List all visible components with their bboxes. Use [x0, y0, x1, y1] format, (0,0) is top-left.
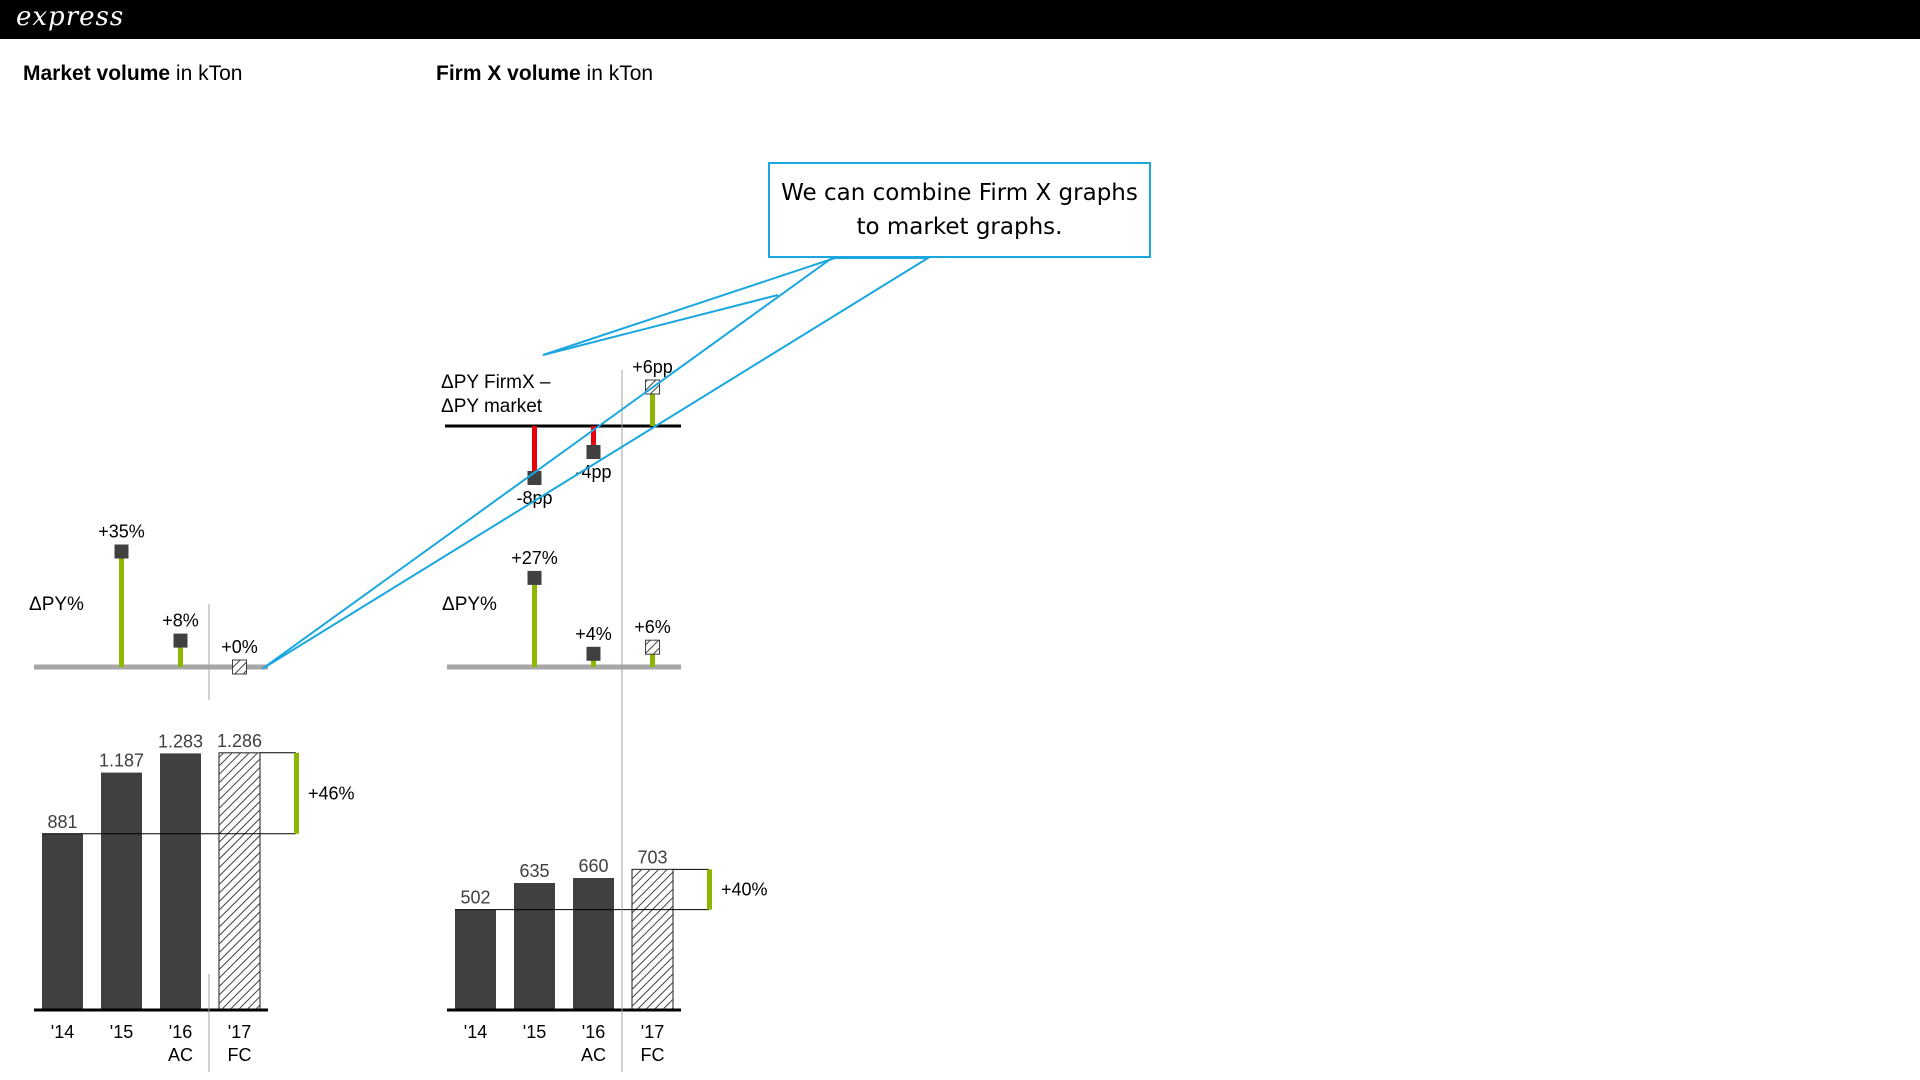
- bar-value-label-1: 635: [519, 861, 549, 881]
- bar-2: [573, 878, 614, 1010]
- scenario-label-2: AC: [581, 1045, 606, 1065]
- bar-2: [160, 753, 201, 1010]
- delta-py-value-1: +4%: [575, 624, 612, 644]
- variance-bar: [294, 752, 299, 834]
- delta-py-pin-0: [532, 577, 537, 667]
- delta-market-pin-2: [650, 387, 655, 426]
- bar-value-label-2: 1.283: [158, 731, 203, 751]
- delta-market-pin-1: [591, 426, 596, 452]
- delta-market-value-1: -4pp: [575, 462, 611, 482]
- delta-market-label-line-0: ΔPY FirmX –: [441, 372, 551, 393]
- callout-box: We can combine Firm X graphs to market g…: [768, 162, 1151, 258]
- delta-py-head-1: [173, 633, 188, 648]
- x-tick-label-2: '16: [582, 1022, 605, 1042]
- delta-py-value-2: +6%: [634, 617, 671, 637]
- bar-value-label-3: 703: [637, 847, 667, 867]
- delta-py-head-2: [232, 659, 247, 675]
- bar-0: [455, 909, 496, 1010]
- scenario-label-3: FC: [641, 1045, 665, 1065]
- callout-text: We can combine Firm X graphs to market g…: [781, 180, 1138, 240]
- scenario-label-2: AC: [168, 1045, 193, 1065]
- bar-value-label-3: 1.286: [217, 731, 262, 751]
- delta-py-value-0: +27%: [511, 548, 558, 568]
- bar-3: [218, 752, 261, 1011]
- delta-market-head-1: [586, 445, 601, 459]
- bar-1: [101, 772, 142, 1010]
- x-tick-label-1: '15: [110, 1022, 133, 1042]
- chart-title-unit: in kTon: [580, 62, 654, 85]
- brand-logo: express: [16, 2, 125, 32]
- chart-title-unit: in kTon: [170, 62, 243, 85]
- delta-market-pin-0: [532, 426, 537, 478]
- delta-py-pin-1: [178, 640, 183, 667]
- bar-value-label-2: 660: [578, 856, 608, 876]
- scenario-label-3: FC: [228, 1045, 252, 1065]
- x-tick-label-3: '17: [641, 1022, 664, 1042]
- variance-bar: [707, 869, 712, 910]
- bar-value-label-0: 881: [47, 812, 77, 832]
- delta-py-pin-0: [119, 551, 124, 667]
- delta-py-label: ΔPY%: [442, 594, 497, 615]
- bar-1: [514, 883, 555, 1010]
- delta-py-head-0: [527, 570, 542, 585]
- chart-title-bold: Firm X volume: [436, 62, 581, 85]
- delta-market-label-line-1: ΔPY market: [441, 396, 543, 417]
- bar-3: [631, 868, 674, 1011]
- top-bar: express: [0, 0, 1920, 39]
- chart-title-firmx: Firm X volume in kTon: [436, 62, 653, 86]
- x-tick-label-3: '17: [228, 1022, 251, 1042]
- delta-py-label: ΔPY%: [29, 594, 84, 615]
- x-tick-label-1: '15: [523, 1022, 546, 1042]
- variance-label: +46%: [308, 783, 355, 803]
- bar-value-label-0: 502: [460, 888, 490, 908]
- delta-py-head-1: [586, 646, 601, 661]
- delta-py-head-2: [645, 639, 660, 655]
- delta-py-pin-2: [650, 647, 655, 667]
- bar-value-label-1: 1.187: [99, 751, 144, 771]
- delta-py-value-2: +0%: [221, 637, 258, 657]
- x-tick-label-0: '14: [51, 1022, 74, 1042]
- x-tick-label-2: '16: [169, 1022, 192, 1042]
- chart-title-market: Market volume in kTon: [23, 62, 242, 86]
- firmx-volume-chart: 502 '14 635 '15 660 '16 AC 703 '17 FC +40% ΔPY% +27%…: [441, 357, 768, 1072]
- chart-title-bold: Market volume: [23, 62, 171, 85]
- callout-pointer: [261, 257, 932, 670]
- delta-market-value-0: -8pp: [516, 488, 552, 508]
- delta-market-value-2: +6pp: [632, 357, 673, 377]
- variance-label: +40%: [721, 880, 768, 900]
- market-volume-chart: 881 '14 1.187 '15 1.283 '16 AC 1.286 '17 FC +46% ΔP…: [29, 522, 355, 1072]
- x-tick-label-0: '14: [464, 1022, 487, 1042]
- bar-0: [42, 833, 83, 1010]
- delta-py-value-1: +8%: [162, 611, 199, 631]
- delta-py-value-0: +35%: [98, 522, 145, 542]
- delta-py-head-0: [114, 544, 129, 559]
